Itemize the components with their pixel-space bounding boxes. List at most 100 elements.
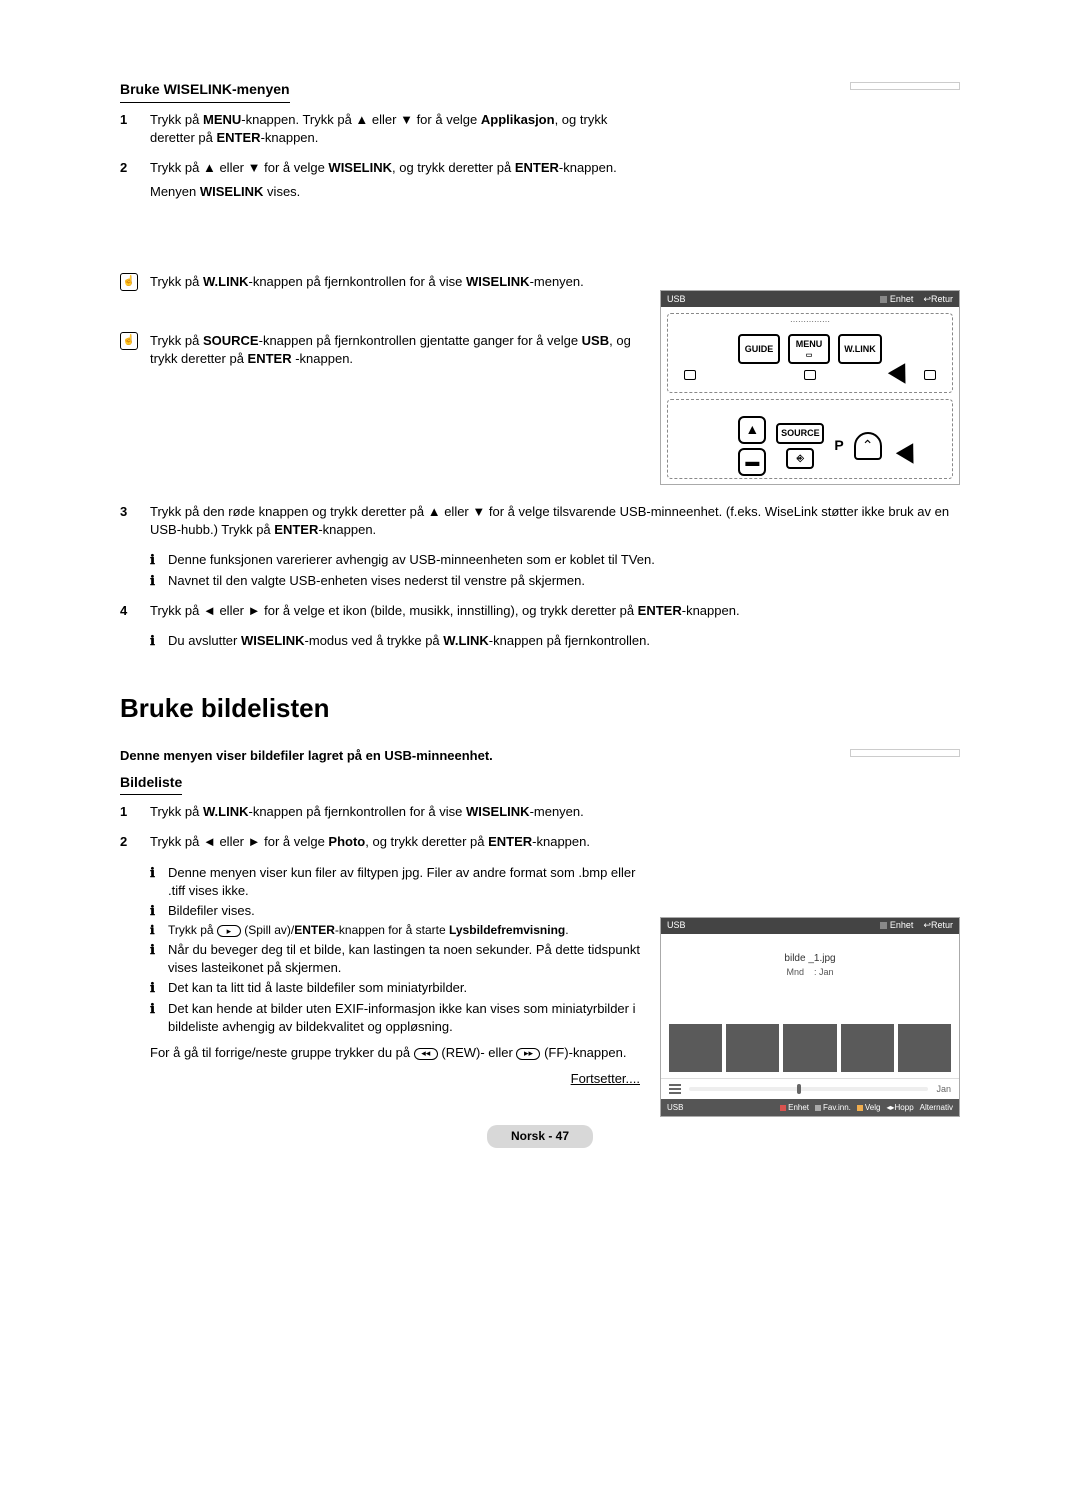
note-line: ℹ Det kan ta litt tid å laste bildefiler… <box>150 979 640 997</box>
step-3: 3 Trykk på den røde knappen og trykk der… <box>120 503 960 539</box>
up-button[interactable]: ▲ <box>738 416 766 444</box>
step-body: Trykk på ◄ eller ► for å velge Photo, og… <box>150 833 640 851</box>
retur-label: Retur <box>931 294 953 304</box>
enhet-label: Enhet <box>890 294 914 304</box>
note-icon: ℹ <box>150 551 168 569</box>
remote-diagram: USB Enhet ↩Retur ⋯⋯⋯⋯⋯ GUIDE MENU▭ W.LIN… <box>660 290 960 485</box>
remote-tip-body: Trykk på SOURCE-knappen på fjernkontroll… <box>150 332 640 368</box>
usb-label: USB <box>667 1102 683 1113</box>
note-text: Navnet til den valgte USB-enheten vises … <box>168 572 585 590</box>
ui-top-bar: USB Enhet ↩Retur <box>661 918 959 934</box>
velg-label: Velg <box>865 1103 881 1112</box>
step-num: 3 <box>120 503 150 539</box>
p-label: P <box>834 436 843 456</box>
note-text: Du avslutter WISELINK-modus ved å trykke… <box>168 632 650 650</box>
mini-icon <box>684 370 696 380</box>
enhet-label: Enhet <box>788 1103 809 1112</box>
usb-label: USB <box>667 919 686 932</box>
thumbnail[interactable] <box>898 1024 951 1072</box>
step-num: 2 <box>120 159 150 201</box>
usb-label: USB <box>667 293 686 306</box>
note-text: Denne menyen viser kun filer av filtypen… <box>168 864 640 900</box>
note-text: Denne funksjonen varerierer avhengig av … <box>168 551 655 569</box>
step-num: 1 <box>120 803 150 821</box>
page-footer: Norsk - 47 <box>120 1125 960 1148</box>
play-icon: ▸ <box>217 925 241 937</box>
note-text: Bildefiler vises. <box>168 902 255 920</box>
step-b1: 1 Trykk på W.LINK-knappen på fjernkontro… <box>120 803 640 821</box>
note-line: ℹ Bildefiler vises. <box>150 902 640 920</box>
intro-text: Denne menyen viser bildefiler lagret på … <box>120 747 640 765</box>
rew-icon: ◂◂ <box>414 1048 438 1060</box>
ui-top-bar: USB Enhet ↩Retur <box>661 291 959 307</box>
page-number: Norsk - 47 <box>487 1125 593 1148</box>
note-line: ℹ Trykk på ▸ (Spill av)/ENTER-knappen fo… <box>150 922 640 939</box>
note-icon: ℹ <box>150 632 168 650</box>
step-body: Trykk på MENU-knappen. Trykk på ▲ eller … <box>150 111 640 147</box>
down-button[interactable]: ▬ <box>738 448 766 476</box>
source-button[interactable]: SOURCE <box>776 423 824 444</box>
step-num: 2 <box>120 833 150 851</box>
mnd-label: Mnd <box>786 967 804 977</box>
scrollbar[interactable] <box>689 1087 928 1091</box>
menu-button[interactable]: MENU▭ <box>788 334 830 364</box>
alternativ-label: Alternativ <box>920 1102 953 1113</box>
remote-tip-body: Trykk på W.LINK-knappen på fjernkontroll… <box>150 273 640 291</box>
step-num: 1 <box>120 111 150 147</box>
remote-hand-icon: ☝ <box>120 273 138 291</box>
note-icon: ℹ <box>150 941 168 959</box>
placeholder-rect <box>850 749 960 757</box>
note-line: ℹ Denne menyen viser kun filer av filtyp… <box>150 864 640 900</box>
ff-icon: ▸▸ <box>516 1048 540 1060</box>
retur-label: Retur <box>931 920 953 930</box>
guide-button[interactable]: GUIDE <box>738 334 780 364</box>
thumbnail[interactable] <box>726 1024 779 1072</box>
placeholder-rect <box>850 82 960 90</box>
remote-hand-icon: ☝ <box>120 332 138 350</box>
section-heading: Bruke WISELINK-menyen <box>120 80 290 103</box>
note-icon: ℹ <box>150 979 168 997</box>
step-b2: 2 Trykk på ◄ eller ► for å velge Photo, … <box>120 833 640 851</box>
section-heading: Bildeliste <box>120 773 182 796</box>
thumb-scrollbar-row: Jan <box>661 1078 959 1100</box>
jan-label: Jan <box>936 1083 951 1096</box>
note-icon: ℹ <box>150 922 168 939</box>
tail-text: For å gå til forrige/neste gruppe trykke… <box>150 1044 640 1062</box>
chup-button[interactable]: ⌃ <box>854 432 882 460</box>
ui-bottom-bar: USB Enhet Fav.inn. Velg ◂▸Hopp Alternati… <box>661 1099 959 1116</box>
remote-group-2: ▲ ▬ SOURCE ⎆ P ⌃ <box>667 399 953 479</box>
step-2: 2 Trykk på ▲ eller ▼ for å velge WISELIN… <box>120 159 640 201</box>
step-body: Trykk på W.LINK-knappen på fjernkontroll… <box>150 803 640 821</box>
mnd-value: : Jan <box>814 967 834 977</box>
note-line: ℹ Du avslutter WISELINK-modus ved å tryk… <box>150 632 960 650</box>
photo-list-panel: USB Enhet ↩Retur bilde _1.jpg Mnd : Jan <box>660 917 960 1118</box>
thumbnail[interactable] <box>669 1024 722 1072</box>
note-text: Trykk på ▸ (Spill av)/ENTER-knappen for … <box>168 922 569 939</box>
step-body: Trykk på ▲ eller ▼ for å velge WISELINK,… <box>150 159 640 201</box>
wlink-button[interactable]: W.LINK <box>838 334 882 364</box>
mini-icon <box>804 370 816 380</box>
thumbnail[interactable] <box>841 1024 894 1072</box>
step-4: 4 Trykk på ◄ eller ► for å velge et ikon… <box>120 602 960 620</box>
note-line: ℹ Navnet til den valgte USB-enheten vise… <box>150 572 960 590</box>
fav-label: Fav.inn. <box>823 1103 851 1112</box>
thumbnail[interactable] <box>783 1024 836 1072</box>
note-icon: ℹ <box>150 572 168 590</box>
note-icon: ℹ <box>150 1000 168 1018</box>
continues-text: Fortsetter.... <box>120 1070 640 1088</box>
step-body: Trykk på den røde knappen og trykk deret… <box>150 503 960 539</box>
note-icon: ℹ <box>150 902 168 920</box>
step-body: Trykk på ◄ eller ► for å velge et ikon (… <box>150 602 960 620</box>
note-text: Når du beveger deg til et bilde, kan las… <box>168 941 640 977</box>
enhet-label: Enhet <box>890 920 914 930</box>
remote-tip-2: ☝ Trykk på SOURCE-knappen på fjernkontro… <box>120 332 640 368</box>
filename-label: bilde _1.jpg <box>669 952 951 966</box>
note-text: Det kan hende at bilder uten EXIF-inform… <box>168 1000 640 1036</box>
enter-button[interactable]: ⎆ <box>786 448 814 469</box>
thumbnail-row <box>661 1024 959 1078</box>
hopp-label: Hopp <box>895 1103 914 1112</box>
list-icon <box>669 1084 681 1094</box>
step-1: 1 Trykk på MENU-knappen. Trykk på ▲ elle… <box>120 111 640 147</box>
note-line: ℹ Denne funksjonen varerierer avhengig a… <box>150 551 960 569</box>
mini-icon <box>924 370 936 380</box>
